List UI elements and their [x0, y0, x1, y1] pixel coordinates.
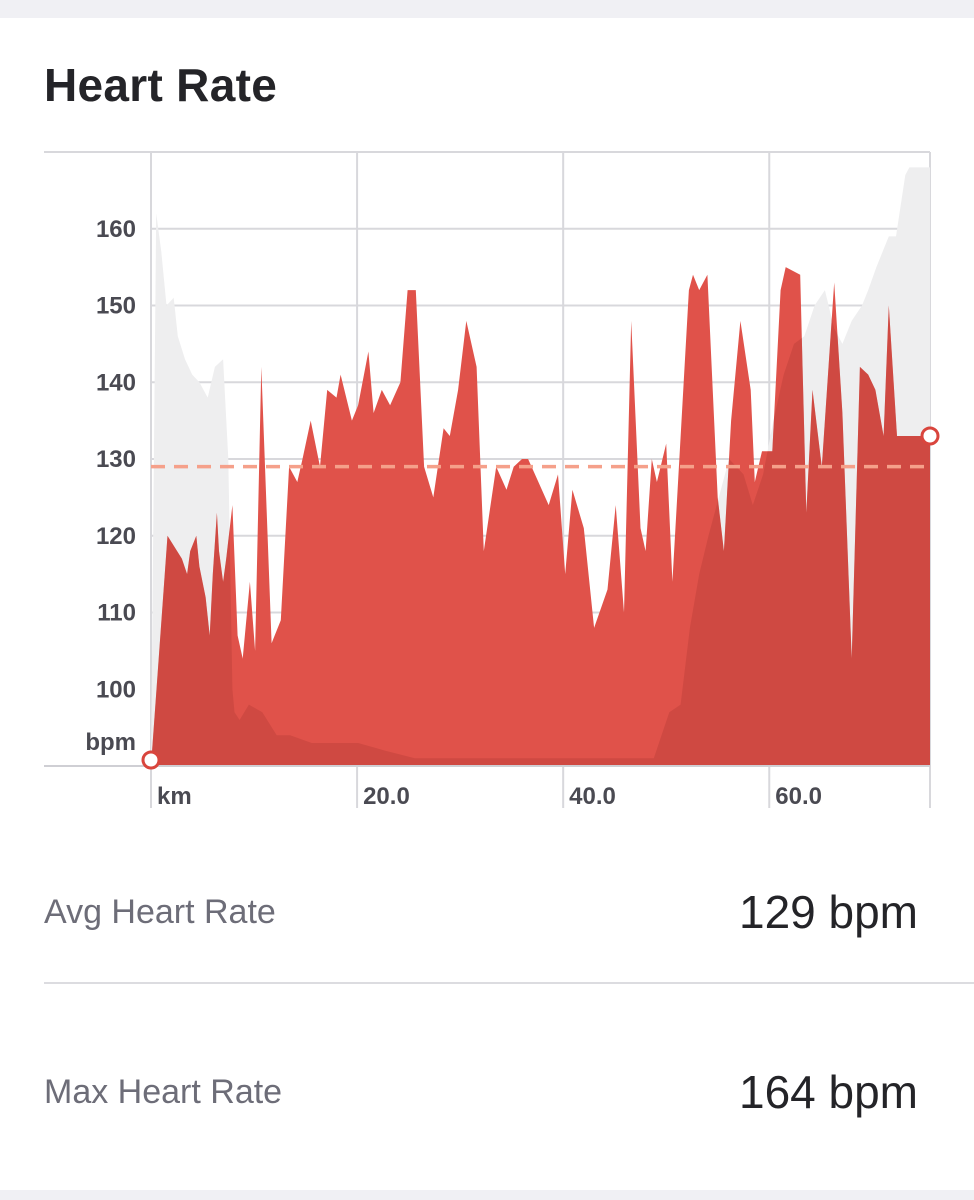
max-heart-rate-label: Max Heart Rate — [44, 1073, 283, 1111]
stats-divider — [44, 982, 974, 984]
y-tick-label-130: 130 — [96, 446, 136, 473]
avg-heart-rate-label: Avg Heart Rate — [44, 893, 276, 931]
y-tick-label-150: 150 — [96, 293, 136, 320]
y-tick-label-140: 140 — [96, 369, 136, 396]
chart-areas — [151, 167, 930, 766]
x-tick-label-0: km — [157, 783, 192, 810]
heart-rate-area — [151, 267, 930, 766]
avg-heart-rate-value: 129 bpm — [738, 886, 918, 938]
max-heart-rate-value: 164 bpm — [738, 1066, 918, 1118]
x-tick-label-60: 60.0 — [775, 783, 822, 810]
card-title: Heart Rate — [44, 59, 278, 111]
x-tick-label-40: 40.0 — [569, 783, 616, 810]
chart-overlay — [44, 426, 940, 770]
max-heart-rate-row: Max Heart Rate 164 bpm — [44, 1062, 918, 1122]
avg-heart-rate-row: Avg Heart Rate 129 bpm — [44, 882, 918, 942]
start-point-marker — [141, 750, 161, 770]
y-tick-label-120: 120 — [96, 523, 136, 550]
x-tick-label-20: 20.0 — [363, 783, 410, 810]
end-point-marker — [920, 426, 940, 446]
y-tick-label-160: 160 — [96, 216, 136, 243]
y-tick-label-100: 100 — [96, 676, 136, 703]
y-axis-unit-label: bpm — [85, 729, 136, 756]
y-tick-label-110: 110 — [97, 600, 136, 627]
